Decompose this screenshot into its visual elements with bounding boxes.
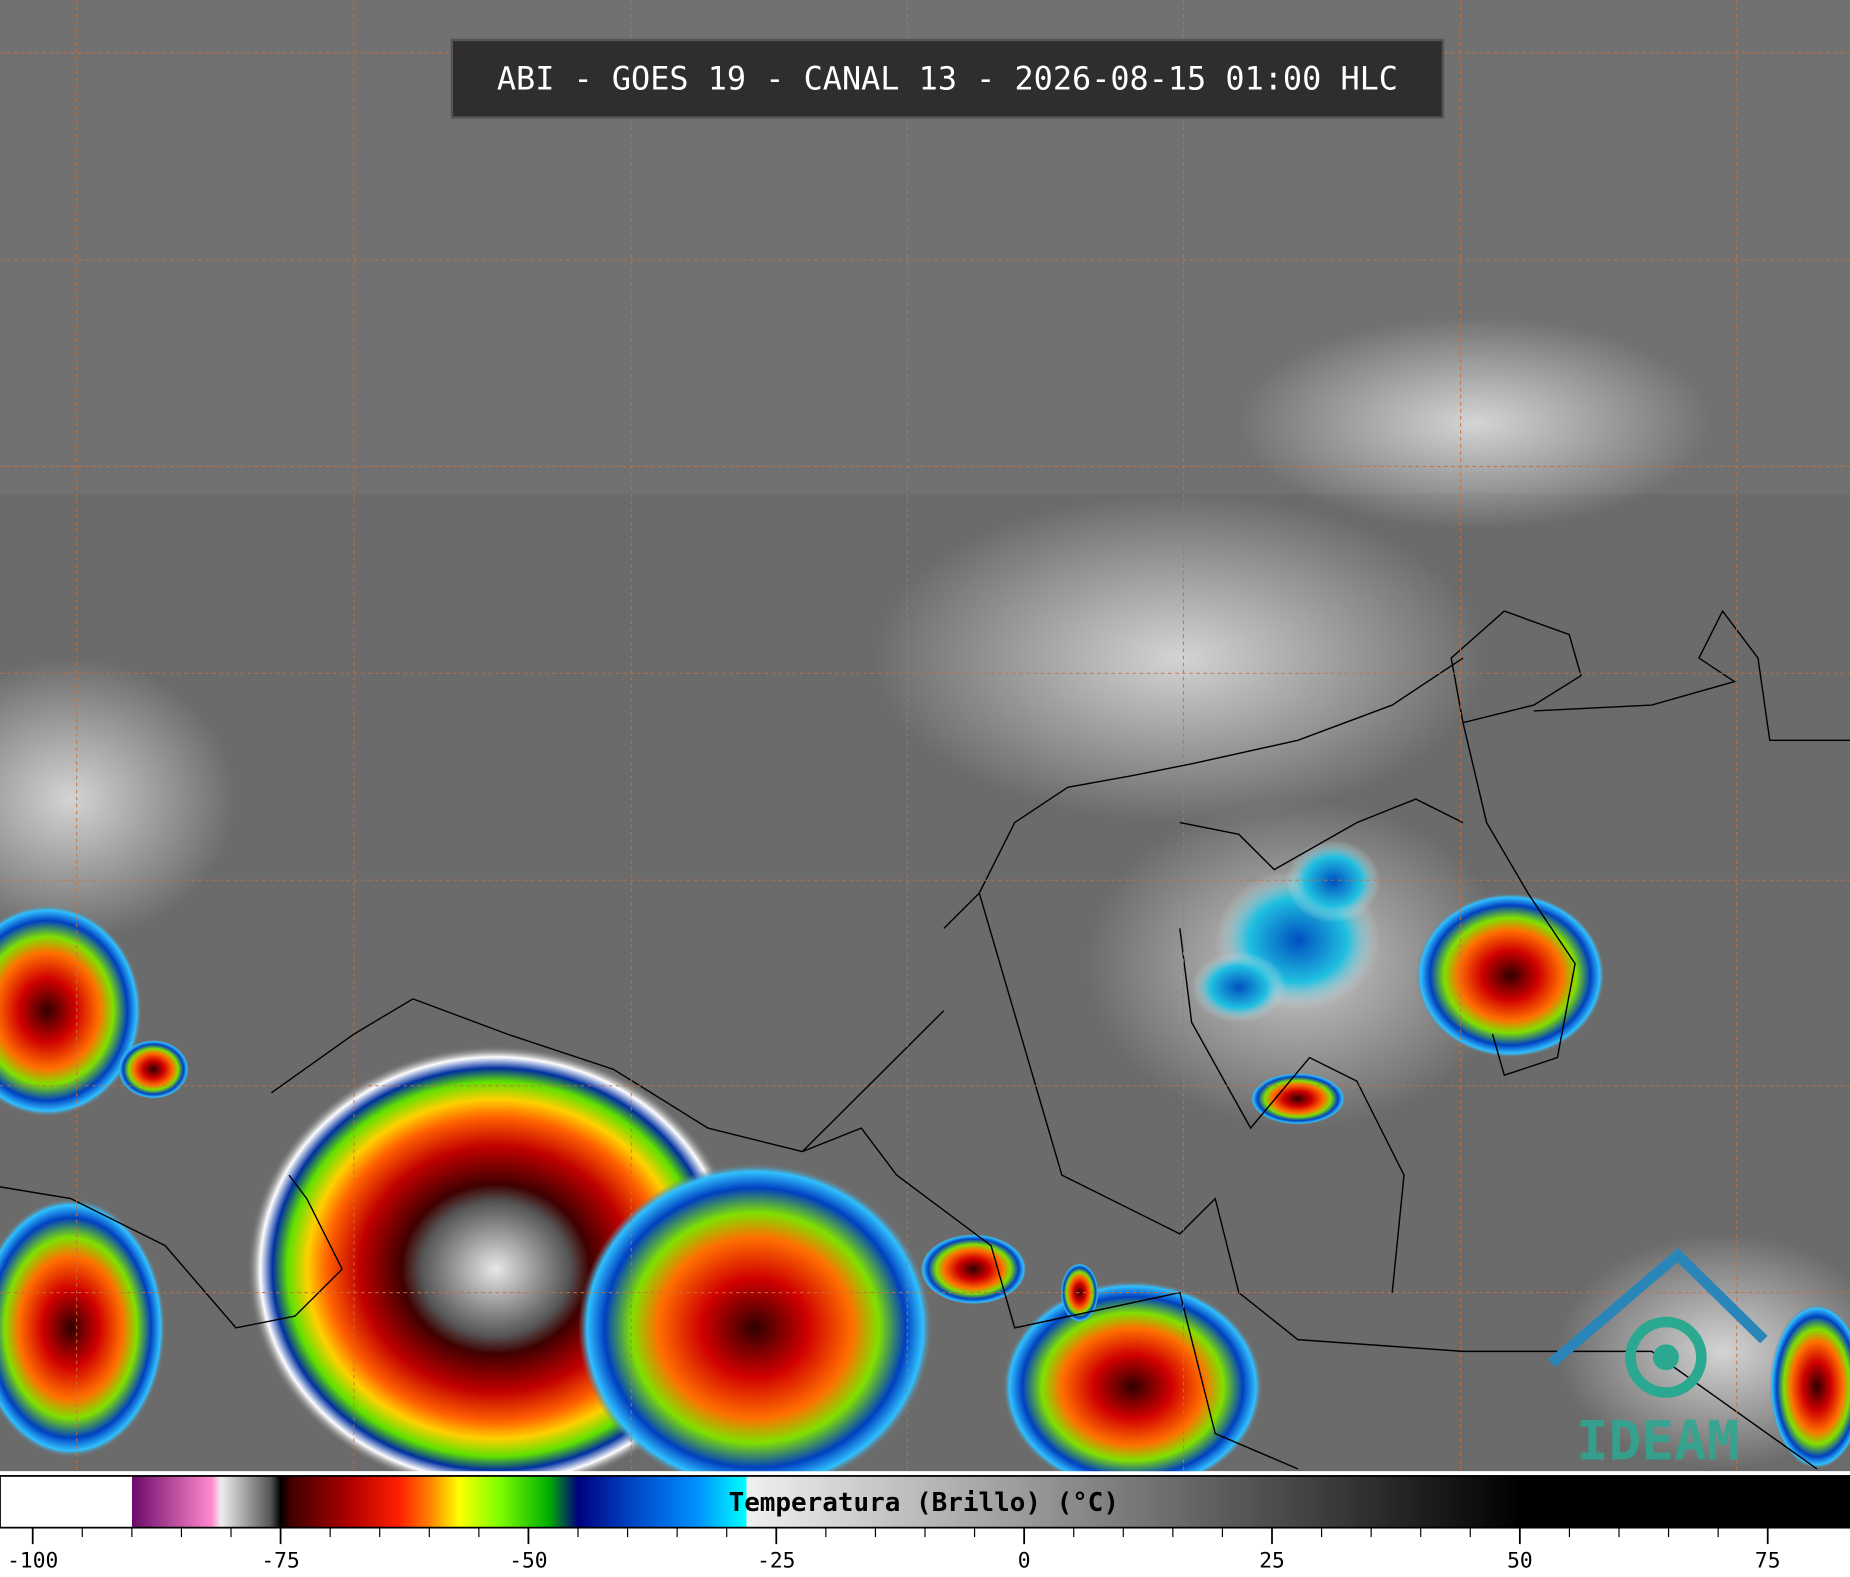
colorbar-ramp [0,1475,1850,1529]
logo-text: IDEAM [1576,1410,1739,1473]
colorbar-tick-label: -50 [509,1548,547,1573]
coastlines [0,609,1850,1470]
logo: IDEAM [1548,1247,1768,1473]
colorbar-tick-label: 0 [1018,1548,1031,1573]
colorbar-tick-label: -25 [757,1548,795,1573]
colorbar-tick-label: 25 [1259,1548,1285,1573]
colorbar-tick-label: 50 [1507,1548,1533,1573]
colorbar-label: Temperatura (Brillo) (°C) [729,1488,1119,1518]
title-box [450,38,1445,119]
colorbar-tick-label: 75 [1755,1548,1781,1573]
colorbar: -100 -75 -50 -25 0 25 50 75 [0,1475,1850,1573]
colorbar-tick-label: -75 [261,1548,299,1573]
colorbar-tick-label: -100 [7,1548,58,1573]
title: ABI - GOES 19 - CANAL 13 - 2026-08-15 01… [497,60,1398,97]
graticule [0,0,1850,1472]
